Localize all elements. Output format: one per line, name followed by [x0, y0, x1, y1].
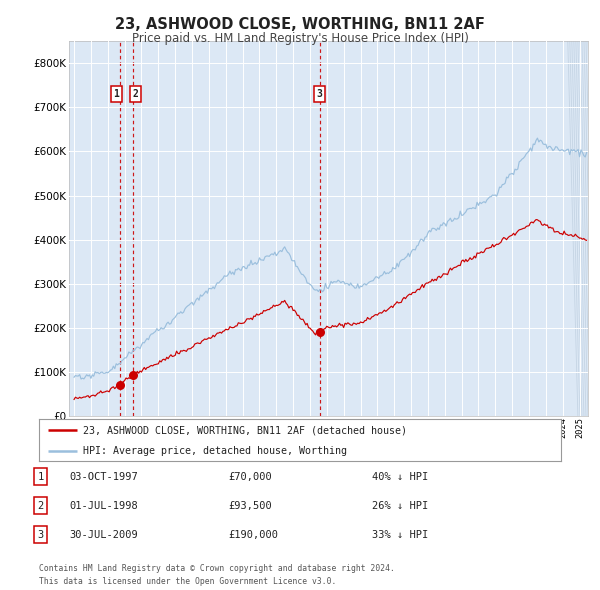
- Text: 26% ↓ HPI: 26% ↓ HPI: [372, 501, 428, 510]
- Text: £93,500: £93,500: [228, 501, 272, 510]
- Text: £70,000: £70,000: [228, 472, 272, 481]
- Text: Price paid vs. HM Land Registry's House Price Index (HPI): Price paid vs. HM Land Registry's House …: [131, 32, 469, 45]
- Text: 1: 1: [113, 89, 119, 99]
- Text: 30-JUL-2009: 30-JUL-2009: [69, 530, 138, 539]
- Text: £190,000: £190,000: [228, 530, 278, 539]
- Text: 3: 3: [317, 89, 323, 99]
- Text: 23, ASHWOOD CLOSE, WORTHING, BN11 2AF: 23, ASHWOOD CLOSE, WORTHING, BN11 2AF: [115, 17, 485, 31]
- Text: 40% ↓ HPI: 40% ↓ HPI: [372, 472, 428, 481]
- Text: 23, ASHWOOD CLOSE, WORTHING, BN11 2AF (detached house): 23, ASHWOOD CLOSE, WORTHING, BN11 2AF (d…: [83, 425, 407, 435]
- Text: HPI: Average price, detached house, Worthing: HPI: Average price, detached house, Wort…: [83, 446, 347, 455]
- Text: 3: 3: [38, 530, 44, 539]
- Text: 2: 2: [133, 89, 139, 99]
- Text: 01-JUL-1998: 01-JUL-1998: [69, 501, 138, 510]
- Text: 03-OCT-1997: 03-OCT-1997: [69, 472, 138, 481]
- Text: Contains HM Land Registry data © Crown copyright and database right 2024.: Contains HM Land Registry data © Crown c…: [39, 564, 395, 573]
- Text: 33% ↓ HPI: 33% ↓ HPI: [372, 530, 428, 539]
- Text: 2: 2: [38, 501, 44, 510]
- Text: This data is licensed under the Open Government Licence v3.0.: This data is licensed under the Open Gov…: [39, 577, 337, 586]
- Text: 1: 1: [38, 472, 44, 481]
